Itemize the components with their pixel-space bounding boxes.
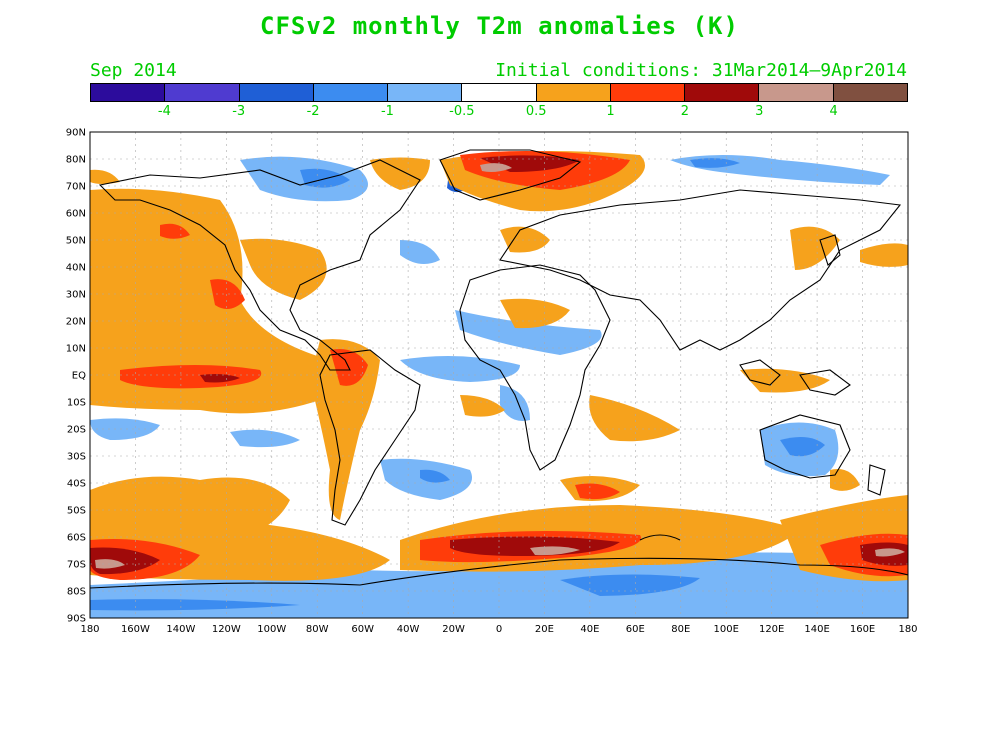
colorbar-cell (759, 84, 834, 101)
longitude-tick-label: 60W (351, 624, 374, 635)
colorbar-tick-label: -3 (232, 104, 246, 119)
longitude-tick-label: 100E (714, 624, 739, 635)
colorbar-cell (313, 84, 389, 101)
longitude-tick-label: 20W (442, 624, 465, 635)
longitude-tick-label: 140W (166, 624, 195, 635)
longitude-tick-label: 0 (496, 624, 502, 635)
longitude-tick-label: 40W (397, 624, 420, 635)
latitude-tick-label: EQ (72, 371, 86, 382)
colorbar-tick-label: -1 (380, 104, 394, 119)
longitude-tick-label: 80W (306, 624, 329, 635)
continent-outlines (90, 149, 908, 589)
colorbar-tick-label: 0.5 (525, 104, 547, 119)
longitude-tick-label: 60E (626, 624, 645, 635)
longitude-tick-label: 160E (850, 624, 875, 635)
colorbar-tick-label: -4 (157, 104, 171, 119)
colorbar-cell (536, 84, 611, 101)
latitude-tick-label: 90N (66, 128, 86, 139)
colorbar-tick-label: 3 (755, 104, 764, 119)
longitude-tick-label: 160W (121, 624, 150, 635)
colorbar-tick-label: 2 (680, 104, 690, 119)
colorbar-cell (239, 84, 314, 101)
longitude-tick-label: 40E (580, 624, 599, 635)
latitude-tick-label: 40N (66, 263, 86, 274)
longitude-tick-label: 100W (257, 624, 286, 635)
longitude-tick-label: 20E (535, 624, 554, 635)
colorbar-cell (388, 84, 463, 101)
latitude-tick-label: 30S (67, 452, 86, 463)
longitude-labels: 180 160W 140W 120W 100W 80W 60W 40W 20W 0 20E 40E 60… (80, 624, 917, 635)
gridlines (90, 132, 908, 618)
initial-conditions-label: Initial conditions: 31Mar2014–9Apr2014 (495, 60, 907, 81)
colorbar-cell (610, 84, 686, 101)
colorbar-cell (91, 84, 166, 101)
longitude-tick-label: 180 (898, 624, 917, 635)
latitude-tick-label: 30N (66, 290, 86, 301)
longitude-tick-label: 80E (671, 624, 690, 635)
latitude-tick-label: 70S (67, 560, 86, 571)
latitude-tick-label: 60N (66, 209, 86, 220)
anomaly-strong-negative-regions (90, 158, 825, 611)
longitude-tick-label: 120E (759, 624, 784, 635)
colorbar-cell (833, 84, 907, 101)
colorbar (90, 83, 908, 102)
map-frame (89, 131, 909, 619)
longitude-tick-label: 120W (212, 624, 241, 635)
longitude-tick-label: 180 (80, 624, 99, 635)
latitude-tick-label: 70N (66, 182, 86, 193)
latitude-tick-label: 50N (66, 236, 86, 247)
latitude-tick-label: 20N (66, 317, 86, 328)
longitude-tick-label: 140E (804, 624, 829, 635)
latitude-tick-label: 50S (67, 506, 86, 517)
colorbar-tick-label: -0.5 (449, 104, 475, 119)
colorbar-cell (685, 84, 760, 101)
valid-month-label: Sep 2014 (90, 60, 177, 81)
colorbar-tick-label: 4 (829, 104, 838, 119)
latitude-tick-label: 40S (67, 479, 86, 490)
colorbar-tick-label: -2 (306, 104, 320, 119)
latitude-tick-label: 80N (66, 155, 86, 166)
latitude-labels: 90N 80N 70N 60N 50N 40N 30N 20N 10N EQ 10S 20S 30S 40… (66, 128, 86, 625)
latitude-tick-label: 90S (67, 614, 86, 625)
colorbar-cell (462, 84, 537, 101)
latitude-tick-label: 10S (67, 398, 86, 409)
latitude-tick-label: 10N (66, 344, 86, 355)
colorbar-cell (165, 84, 240, 101)
chart-title: CFSv2 monthly T2m anomalies (K) (260, 12, 739, 40)
anomaly-extreme-positive-regions (95, 163, 905, 569)
latitude-tick-label: 80S (67, 587, 86, 598)
colorbar-tick-label: 1 (606, 104, 615, 119)
latitude-tick-label: 20S (67, 425, 86, 436)
latitude-tick-label: 60S (67, 533, 86, 544)
